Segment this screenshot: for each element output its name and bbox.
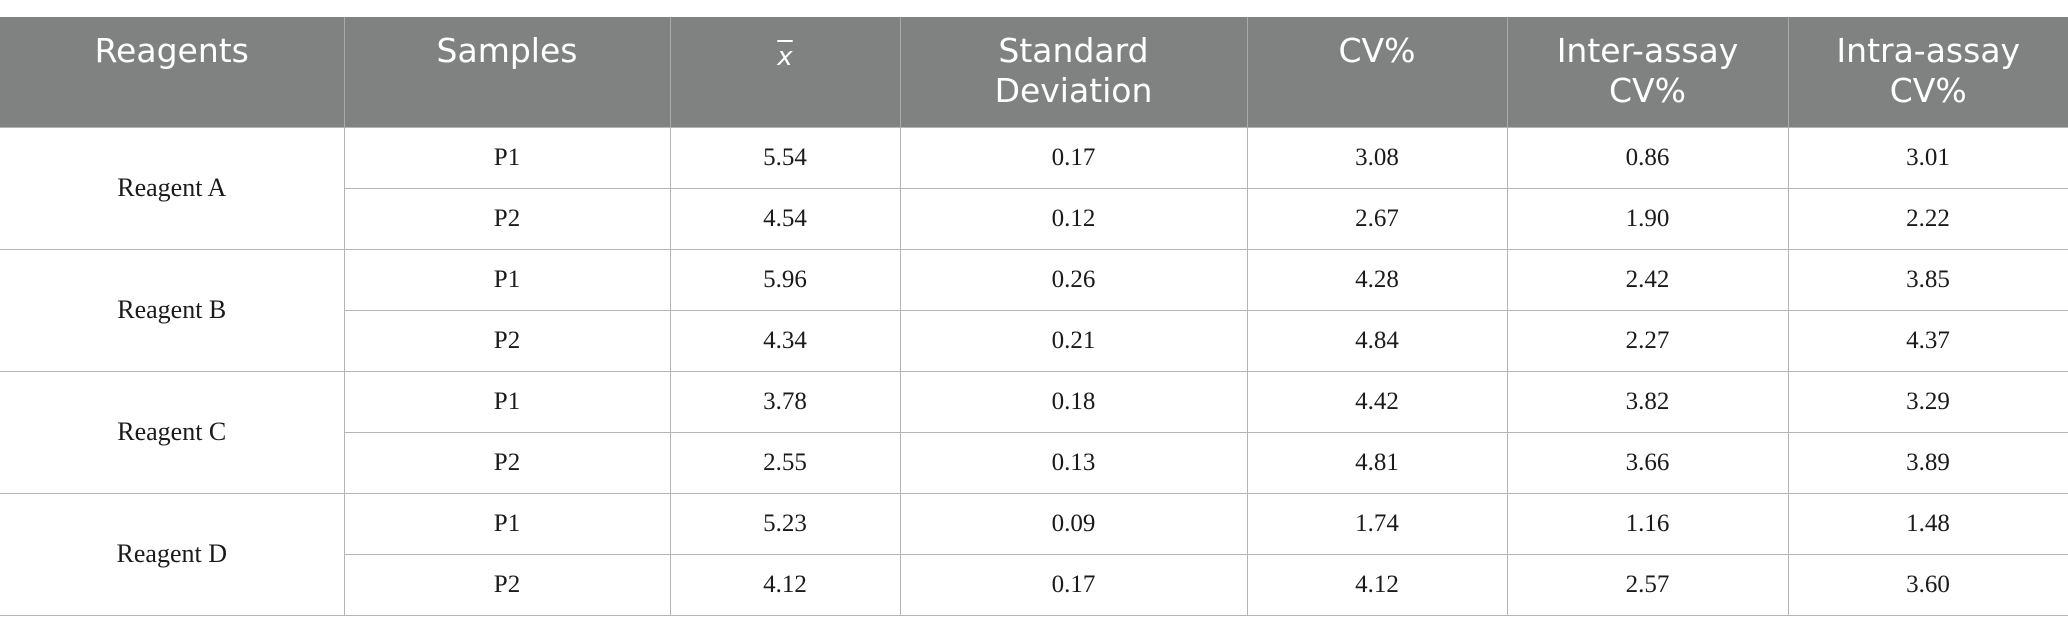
table-row: P2 4.12 0.17 4.12 2.57 3.60 xyxy=(0,553,2068,616)
header-sd-line1: Standard xyxy=(998,31,1149,70)
cv-cell: 3.08 xyxy=(1246,126,1508,189)
sd-cell: 0.17 xyxy=(899,126,1248,189)
inter-assay-cell: 3.82 xyxy=(1506,370,1789,433)
header-cv-label: CV% xyxy=(1338,31,1416,70)
reagent-precision-table: Reagents Samples x Standard Deviation CV… xyxy=(0,17,2068,616)
table-row: Reagent A P1 5.54 0.17 3.08 0.86 3.01 xyxy=(0,126,2068,250)
header-inter-line2: CV% xyxy=(1609,71,1686,110)
intra-assay-cell: 3.01 xyxy=(1787,126,2068,189)
cv-cell: 4.42 xyxy=(1246,370,1508,433)
sd-cell: 0.18 xyxy=(899,370,1248,433)
reagent-cell: Reagent D xyxy=(0,492,345,616)
reagent-cell: Reagent B xyxy=(0,248,345,372)
header-intra-line2: CV% xyxy=(1889,71,1967,110)
reagent-cell: Reagent A xyxy=(0,126,345,250)
header-row: Reagents Samples x Standard Deviation CV… xyxy=(0,17,2068,127)
table-row: Reagent B P1 5.96 0.26 4.28 2.42 3.85 xyxy=(0,248,2068,372)
intra-assay-cell: 3.89 xyxy=(1787,431,2068,494)
sd-cell: 0.12 xyxy=(899,187,1248,250)
sample-cell: P1 xyxy=(343,126,671,189)
mean-cell: 3.78 xyxy=(669,370,901,433)
header-cv: CV% xyxy=(1246,17,1507,127)
table-row: P2 4.34 0.21 4.84 2.27 4.37 xyxy=(0,309,2068,372)
header-samples: Samples xyxy=(343,17,670,127)
inter-assay-cell: 3.66 xyxy=(1506,431,1789,494)
intra-assay-cell: 3.60 xyxy=(1787,553,2068,616)
header-sd-line2: Deviation xyxy=(994,71,1153,110)
header-reagents: Reagents xyxy=(0,17,344,127)
header-intra-assay-cv: Intra-assay CV% xyxy=(1787,17,2068,127)
table-row: Reagent D P1 5.23 0.09 1.74 1.16 1.48 xyxy=(0,492,2068,616)
cv-cell: 4.28 xyxy=(1246,248,1508,311)
header-mean: x xyxy=(669,17,900,127)
reagent-cell: Reagent C xyxy=(0,370,345,494)
mean-cell: 5.54 xyxy=(669,126,901,189)
sd-cell: 0.13 xyxy=(899,431,1248,494)
header-standard-deviation: Standard Deviation xyxy=(899,17,1247,127)
sample-cell: P2 xyxy=(343,187,671,250)
table-header: Reagents Samples x Standard Deviation CV… xyxy=(0,17,2068,127)
table-row: P2 2.55 0.13 4.81 3.66 3.89 xyxy=(0,431,2068,494)
mean-cell: 4.12 xyxy=(669,553,901,616)
sd-cell: 0.26 xyxy=(899,248,1248,311)
sd-cell: 0.17 xyxy=(899,553,1248,616)
header-reagents-label: Reagents xyxy=(94,31,249,70)
header-inter-line1: Inter-assay xyxy=(1556,31,1739,70)
sample-cell: P1 xyxy=(343,492,671,555)
inter-assay-cell: 0.86 xyxy=(1506,126,1789,189)
sd-cell: 0.09 xyxy=(899,492,1248,555)
table-body: Reagent A P1 5.54 0.17 3.08 0.86 3.01 P2… xyxy=(0,126,2068,616)
data-table-container: Reagents Samples x Standard Deviation CV… xyxy=(0,17,2068,616)
sd-cell: 0.21 xyxy=(899,309,1248,372)
cv-cell: 4.81 xyxy=(1246,431,1508,494)
sample-cell: P2 xyxy=(343,431,671,494)
sample-cell: P2 xyxy=(343,553,671,616)
header-intra-line1: Intra-assay xyxy=(1836,31,2021,70)
intra-assay-cell: 1.48 xyxy=(1787,492,2068,555)
cv-cell: 4.84 xyxy=(1246,309,1508,372)
inter-assay-cell: 1.16 xyxy=(1506,492,1789,555)
mean-cell: 4.54 xyxy=(669,187,901,250)
header-inter-assay-cv: Inter-assay CV% xyxy=(1506,17,1788,127)
intra-assay-cell: 3.29 xyxy=(1787,370,2068,433)
intra-assay-cell: 3.85 xyxy=(1787,248,2068,311)
sample-cell: P2 xyxy=(343,309,671,372)
intra-assay-cell: 2.22 xyxy=(1787,187,2068,250)
inter-assay-cell: 2.57 xyxy=(1506,553,1789,616)
mean-cell: 4.34 xyxy=(669,309,901,372)
header-samples-label: Samples xyxy=(436,31,578,70)
inter-assay-cell: 2.42 xyxy=(1506,248,1789,311)
intra-assay-cell: 4.37 xyxy=(1787,309,2068,372)
header-mean-symbol: x xyxy=(777,42,793,72)
cv-cell: 1.74 xyxy=(1246,492,1508,555)
cv-cell: 4.12 xyxy=(1246,553,1508,616)
mean-cell: 2.55 xyxy=(669,431,901,494)
sample-cell: P1 xyxy=(343,370,671,433)
cv-cell: 2.67 xyxy=(1246,187,1508,250)
mean-cell: 5.23 xyxy=(669,492,901,555)
table-row: Reagent C P1 3.78 0.18 4.42 3.82 3.29 xyxy=(0,370,2068,494)
inter-assay-cell: 2.27 xyxy=(1506,309,1789,372)
sample-cell: P1 xyxy=(343,248,671,311)
inter-assay-cell: 1.90 xyxy=(1506,187,1789,250)
mean-cell: 5.96 xyxy=(669,248,901,311)
